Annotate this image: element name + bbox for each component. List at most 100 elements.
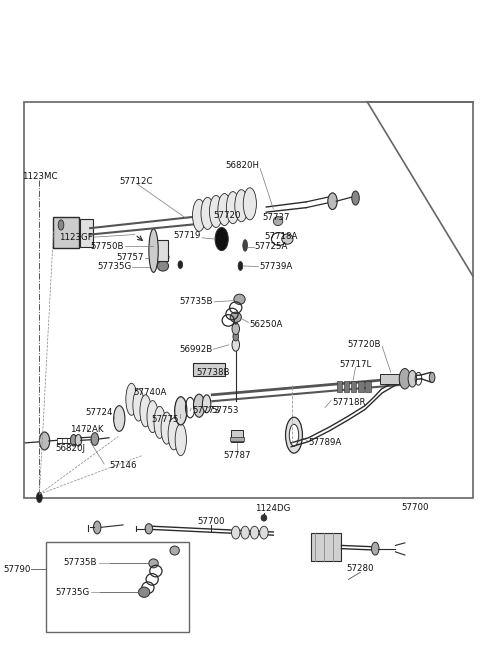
Text: 57718A: 57718A (264, 232, 298, 241)
Ellipse shape (36, 492, 42, 502)
Text: 57735B: 57735B (64, 558, 97, 567)
Ellipse shape (161, 412, 172, 444)
Bar (365, 381, 371, 392)
Ellipse shape (328, 193, 337, 210)
Ellipse shape (168, 418, 180, 450)
Bar (344, 381, 349, 392)
Text: 57720B: 57720B (347, 341, 381, 349)
Text: 57753: 57753 (211, 405, 239, 415)
Bar (46, 542, 189, 632)
Ellipse shape (232, 339, 240, 351)
Ellipse shape (71, 434, 77, 446)
Ellipse shape (243, 188, 256, 220)
Ellipse shape (149, 559, 158, 568)
Bar (24, 102, 473, 498)
Ellipse shape (235, 190, 248, 222)
Text: 56992B: 56992B (179, 345, 212, 354)
Text: 57737: 57737 (263, 213, 290, 222)
Ellipse shape (162, 253, 169, 261)
Text: 57738B: 57738B (196, 368, 230, 377)
Ellipse shape (192, 199, 206, 231)
Bar (231, 430, 243, 441)
Ellipse shape (352, 191, 360, 205)
Ellipse shape (241, 526, 250, 539)
Text: 57775: 57775 (151, 415, 179, 424)
Text: 57750B: 57750B (90, 242, 124, 251)
Ellipse shape (139, 587, 150, 597)
Ellipse shape (232, 323, 240, 335)
Ellipse shape (399, 369, 410, 389)
Ellipse shape (175, 424, 186, 456)
Ellipse shape (233, 332, 239, 341)
Bar (154, 240, 168, 261)
Ellipse shape (149, 229, 158, 272)
Text: 1472AK: 1472AK (70, 425, 104, 434)
Ellipse shape (114, 405, 125, 432)
Bar (337, 381, 342, 392)
Text: 57740A: 57740A (133, 388, 167, 397)
Ellipse shape (58, 220, 64, 230)
Ellipse shape (157, 261, 168, 271)
Text: 57757: 57757 (116, 253, 144, 262)
Text: 57739A: 57739A (259, 262, 292, 271)
Ellipse shape (133, 389, 144, 421)
Text: 1123MC: 1123MC (22, 172, 57, 181)
Ellipse shape (429, 373, 435, 383)
Text: 57700: 57700 (401, 503, 429, 512)
Ellipse shape (140, 395, 151, 427)
Ellipse shape (201, 197, 214, 229)
Ellipse shape (209, 195, 223, 227)
Ellipse shape (408, 371, 417, 387)
Ellipse shape (94, 521, 101, 534)
Ellipse shape (286, 417, 302, 453)
Text: 57718R: 57718R (332, 398, 366, 407)
Ellipse shape (230, 312, 241, 322)
Bar (351, 381, 357, 392)
Ellipse shape (126, 383, 137, 415)
Ellipse shape (147, 401, 158, 432)
Ellipse shape (273, 217, 283, 225)
Ellipse shape (282, 234, 293, 244)
Ellipse shape (203, 395, 211, 413)
Bar (311, 533, 341, 561)
Text: 57700: 57700 (198, 517, 225, 525)
Text: 57724: 57724 (85, 407, 113, 417)
Text: 56820H: 56820H (225, 162, 259, 170)
Ellipse shape (260, 526, 268, 539)
Ellipse shape (238, 261, 243, 271)
Text: 1123GF: 1123GF (59, 233, 93, 242)
Text: 57717L: 57717L (339, 360, 372, 369)
Ellipse shape (39, 432, 50, 450)
Ellipse shape (227, 192, 240, 223)
Bar (53, 217, 79, 248)
Ellipse shape (154, 406, 165, 438)
Ellipse shape (193, 394, 205, 417)
Text: 57725A: 57725A (254, 242, 288, 252)
Text: 57773: 57773 (192, 405, 220, 415)
Text: 1124DG: 1124DG (254, 504, 290, 513)
Ellipse shape (289, 424, 299, 446)
Ellipse shape (372, 542, 379, 555)
Text: 56250A: 56250A (250, 320, 283, 329)
Bar (80, 219, 93, 247)
Text: 57720: 57720 (214, 212, 241, 221)
Ellipse shape (75, 434, 82, 446)
Text: 57735B: 57735B (180, 297, 213, 307)
Text: 57790: 57790 (3, 565, 31, 574)
Ellipse shape (91, 432, 98, 445)
Ellipse shape (231, 526, 240, 539)
Ellipse shape (170, 546, 180, 555)
Text: 57280: 57280 (347, 564, 374, 573)
Bar (381, 373, 399, 384)
Ellipse shape (250, 526, 259, 539)
Ellipse shape (215, 227, 228, 251)
Ellipse shape (243, 240, 248, 252)
Text: 57146: 57146 (110, 462, 137, 470)
Text: 57719: 57719 (173, 231, 201, 240)
Ellipse shape (261, 515, 267, 521)
Ellipse shape (145, 523, 153, 534)
Bar (229, 437, 244, 441)
Text: 56820J: 56820J (56, 443, 86, 453)
Ellipse shape (234, 318, 238, 324)
Ellipse shape (234, 294, 245, 305)
